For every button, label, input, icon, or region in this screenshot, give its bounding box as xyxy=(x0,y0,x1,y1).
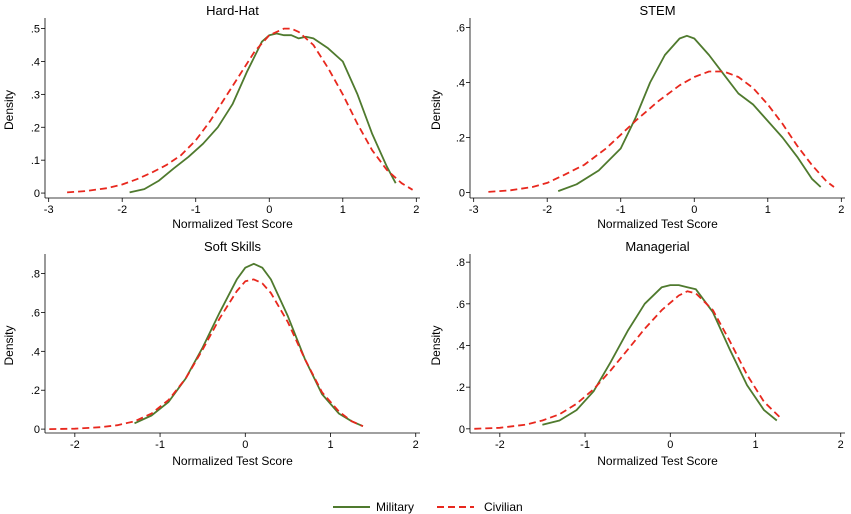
x-tick-label: -2 xyxy=(542,204,552,216)
series-line-military xyxy=(134,262,364,428)
y-tick-label: .4 xyxy=(456,341,465,353)
x-tick-label: 2 xyxy=(838,204,844,216)
x-tick-label: -3 xyxy=(44,204,54,216)
y-axis-label: Density xyxy=(2,90,16,130)
panel-title-soft-skills: Soft Skills xyxy=(204,239,262,254)
y-tick-label: 0 xyxy=(459,188,465,200)
y-tick-label: .6 xyxy=(456,23,465,35)
y-tick-label: 0 xyxy=(459,424,465,436)
x-tick-label: -3 xyxy=(469,204,479,216)
x-tick-label: 1 xyxy=(340,204,346,216)
y-tick-label: .8 xyxy=(31,269,40,281)
y-tick-label: .4 xyxy=(31,56,40,68)
x-tick-label: -2 xyxy=(70,439,80,451)
series-line-civilian xyxy=(67,27,414,194)
chart-legend: Military Civilian xyxy=(333,500,523,514)
x-tick-label: -1 xyxy=(580,439,590,451)
series-line-civilian xyxy=(488,70,835,193)
x-axis-label: Normalized Test Score xyxy=(597,454,718,468)
y-tick-label: .2 xyxy=(456,133,465,145)
legend-label-civilian: Civilian xyxy=(484,500,523,514)
y-tick-label: .2 xyxy=(31,122,40,134)
panel-managerial: Managerial -2 -1 0 1 2 0 .2 .4 .6 .8 Normalized Tes… xyxy=(429,239,845,468)
x-axis-label: Normalized Test Score xyxy=(172,454,293,468)
panel-hard-hat: Hard-Hat -3 -2 -1 0 1 2 0 .1 .2 .3 .4 .5 Normalized T… xyxy=(2,3,420,231)
y-tick-label: .3 xyxy=(31,89,40,101)
x-tick-label: 0 xyxy=(691,204,697,216)
y-tick-label: .2 xyxy=(31,385,40,397)
x-axis-label: Normalized Test Score xyxy=(597,217,718,231)
x-axis-label: Normalized Test Score xyxy=(172,217,293,231)
legend-label-military: Military xyxy=(376,500,414,514)
x-tick-label: 2 xyxy=(413,204,419,216)
y-tick-label: .4 xyxy=(456,78,465,90)
y-axis-label: Density xyxy=(2,325,16,365)
x-tick-label: -2 xyxy=(495,439,505,451)
y-tick-label: .2 xyxy=(456,382,465,394)
y-axis-label: Density xyxy=(429,325,443,365)
x-tick-label: -1 xyxy=(155,439,165,451)
chart-panels: Hard-Hat -3 -2 -1 0 1 2 0 .1 .2 .3 .4 .5 Normalized T… xyxy=(2,3,845,468)
series-line-military xyxy=(129,32,397,194)
x-tick-label: -1 xyxy=(616,204,626,216)
x-tick-label: -1 xyxy=(191,204,201,216)
panel-title-managerial: Managerial xyxy=(625,239,689,254)
y-tick-label: .6 xyxy=(31,307,40,319)
y-tick-label: 0 xyxy=(34,424,40,436)
panel-title-hard-hat: Hard-Hat xyxy=(206,3,259,18)
panel-stem: STEM -3 -2 -1 0 1 2 0 .2 .4 .6 Normalized Test Scor… xyxy=(429,3,845,231)
x-tick-label: 1 xyxy=(765,204,771,216)
x-tick-label: 0 xyxy=(667,439,673,451)
y-tick-label: 0 xyxy=(34,188,40,200)
x-tick-label: 1 xyxy=(327,439,333,451)
panel-soft-skills: Soft Skills -2 -1 0 1 2 0 .2 .4 .6 .8 Normalized Te… xyxy=(2,239,420,468)
x-tick-label: 1 xyxy=(752,439,758,451)
y-tick-label: .4 xyxy=(31,346,40,358)
y-axis-label: Density xyxy=(429,90,443,130)
panel-title-stem: STEM xyxy=(639,3,675,18)
series-line-military xyxy=(557,34,822,192)
series-line-military xyxy=(542,284,778,426)
series-line-civilian xyxy=(474,290,782,430)
x-tick-label: 2 xyxy=(838,439,844,451)
y-tick-label: .8 xyxy=(456,257,465,269)
series-line-civilian xyxy=(49,278,364,430)
y-tick-label: .5 xyxy=(31,24,40,36)
x-tick-label: 2 xyxy=(413,439,419,451)
y-tick-label: .1 xyxy=(31,155,40,167)
x-tick-label: -2 xyxy=(117,204,127,216)
y-tick-label: .6 xyxy=(456,299,465,311)
x-tick-label: 0 xyxy=(266,204,272,216)
x-tick-label: 0 xyxy=(242,439,248,451)
